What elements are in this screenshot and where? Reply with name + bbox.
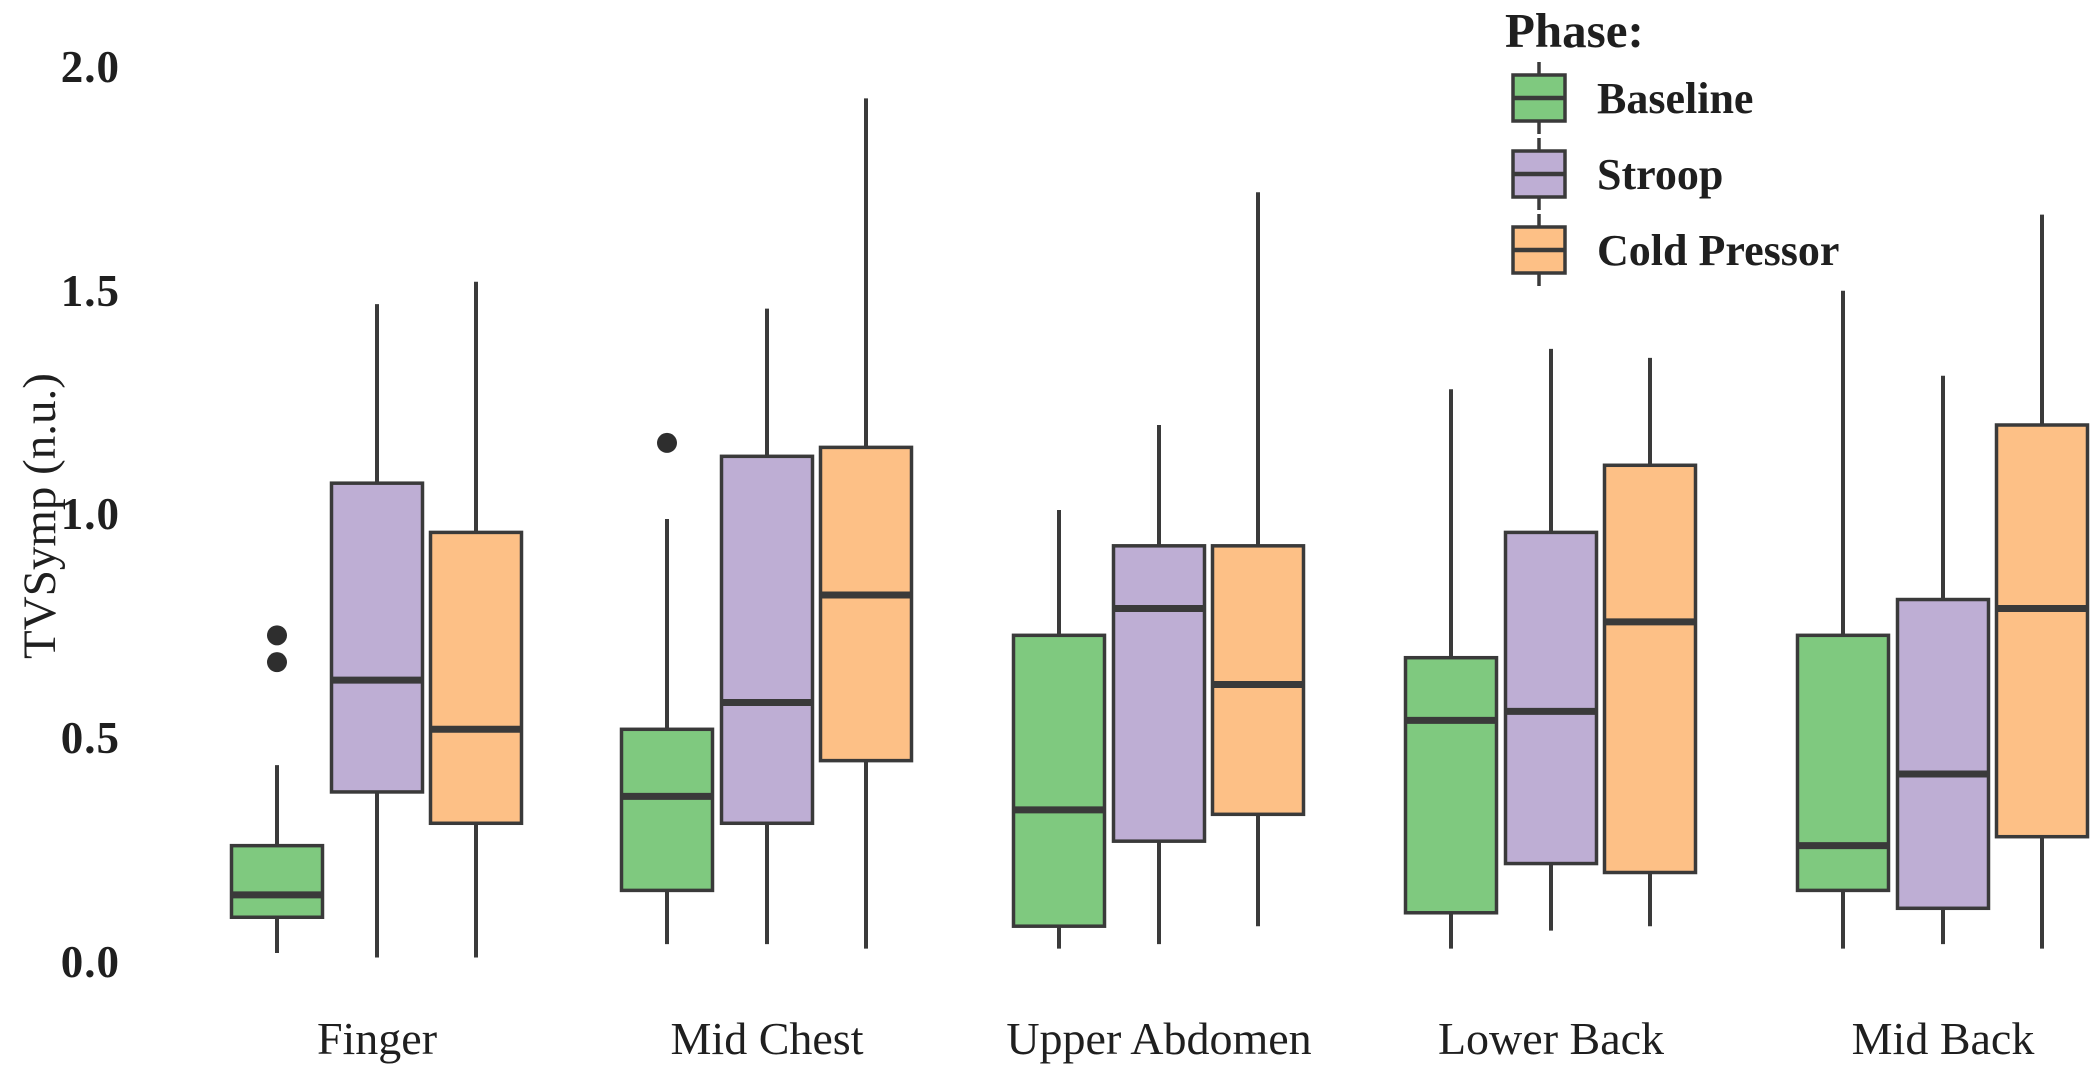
y-tick-label: 1.0 [60,489,120,539]
box-mid-chest-baseline [619,432,715,945]
outlier-dot [267,652,287,673]
iqr-box [1403,655,1499,915]
iqr-box [1503,530,1599,866]
y-tick-label: 1.5 [60,266,120,316]
legend-title: Phase: [1505,3,1644,58]
boxplot-key-icon [1511,62,1567,134]
box-mid-back-stroop [1895,375,1991,945]
x-category-label: Mid Back [1851,1013,2035,1064]
outlier-dot [267,625,287,646]
box-upper-abdomen-stroop [1111,425,1207,945]
iqr-box [1602,463,1698,875]
legend: Phase: Baseline Stroop [1497,2,1839,288]
y-tick-label: 0.5 [60,713,120,763]
box-lower-back-cold-pressor [1602,357,1698,927]
x-category-label: Lower Back [1437,1013,1665,1064]
iqr-box [1795,633,1891,893]
iqr-box [719,454,815,826]
x-category-label: Upper Abdomen [1006,1013,1312,1064]
outlier-dot [657,432,677,453]
box-finger-baseline [229,625,325,954]
y-tick-label: 0.0 [60,937,120,987]
box-finger-cold-pressor [428,281,524,958]
box-finger-stroop [329,304,425,958]
box-lower-back-stroop [1503,348,1599,931]
iqr-box [428,530,524,826]
y-axis-title: TVSymp (n.u.) [14,373,66,659]
iqr-box [229,843,325,920]
box-mid-back-cold-pressor [1994,214,2090,949]
legend-item-stroop: Stroop [1497,136,1839,212]
legend-item-baseline: Baseline [1497,60,1839,136]
x-category-label: Mid Chest [670,1013,864,1064]
boxplot-key-icon [1511,214,1567,286]
y-tick-label: 2.0 [60,42,120,92]
iqr-box [818,445,914,763]
iqr-box [1210,544,1306,817]
box-mid-chest-cold-pressor [818,98,914,949]
box-mid-back-baseline [1795,290,1891,949]
boxplot-key-icon [1511,138,1567,210]
iqr-box [1011,633,1107,928]
box-mid-chest-stroop [719,308,815,945]
box-upper-abdomen-cold-pressor [1210,192,1306,927]
iqr-box [1994,423,2090,839]
box-upper-abdomen-baseline [1011,510,1107,949]
legend-item-cold-pressor: Cold Pressor [1497,212,1839,288]
iqr-box [329,481,425,794]
legend-label: Cold Pressor [1597,225,1840,275]
iqr-box [619,727,715,893]
iqr-box [1895,597,1991,911]
legend-label: Stroop [1597,149,1724,199]
x-category-label: Finger [316,1013,438,1064]
box-lower-back-baseline [1403,389,1499,949]
legend-label: Baseline [1597,73,1754,123]
iqr-box [1111,544,1207,843]
